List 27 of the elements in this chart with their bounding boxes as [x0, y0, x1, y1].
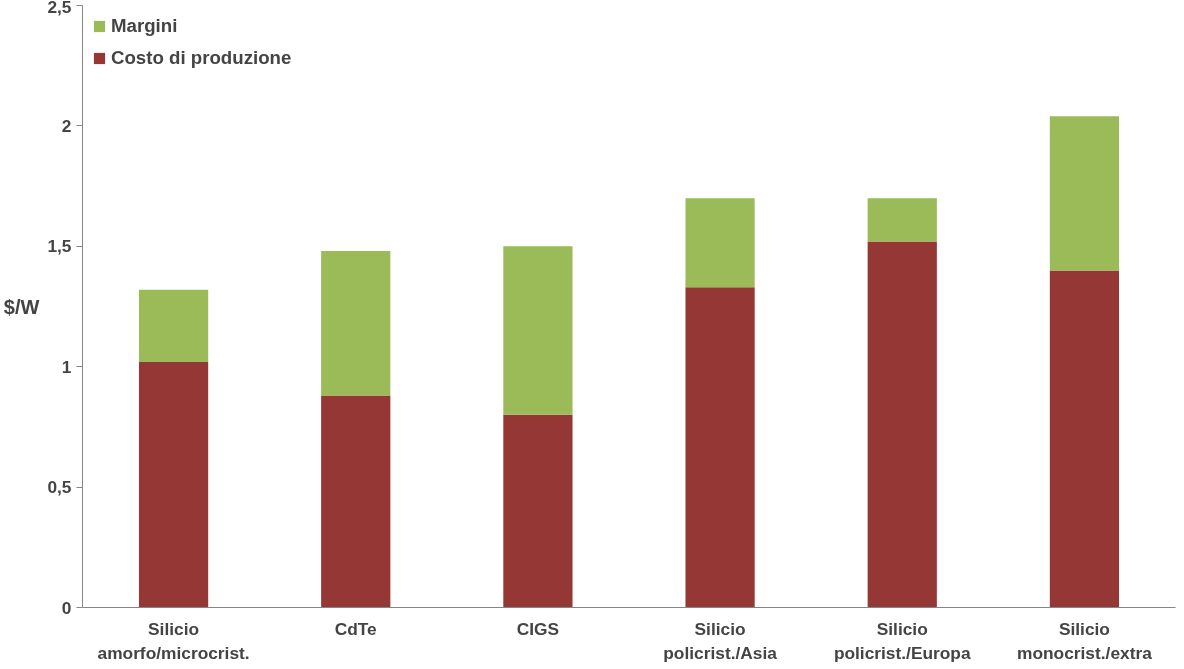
bar [321, 395, 391, 608]
y-axis-title: $/W [3, 295, 40, 318]
legend-label: Costo di produzione [111, 47, 292, 69]
bar [503, 246, 573, 415]
x-tick-label: Silicio policrist./Asia [663, 618, 778, 663]
bar [138, 289, 209, 362]
x-tick-label: Silicio monocrist./extra [1017, 618, 1153, 663]
x-tick-label: CdTe [334, 618, 378, 639]
bar [503, 414, 573, 608]
bar [685, 287, 755, 608]
x-tick-label: CIGS [516, 618, 560, 639]
y-tick-label: 0,5 [47, 477, 72, 498]
x-tick-label: Silicio policrist./Europa [833, 618, 971, 663]
bar [1049, 116, 1120, 271]
y-tick-label: 1 [61, 356, 72, 377]
x-tick-label: Silicio amorfo/microcrist. [97, 618, 250, 663]
y-tick-label: 1,5 [47, 236, 72, 257]
legend-label: Margini [111, 15, 178, 37]
bar [867, 198, 937, 242]
bar [321, 251, 391, 396]
y-tick-label: 2,5 [47, 0, 72, 17]
bar [138, 361, 209, 608]
bar [867, 241, 937, 608]
y-tick-label: 0 [61, 597, 72, 618]
bar [1049, 270, 1120, 608]
bar [685, 198, 755, 288]
y-tick-label: 2 [61, 115, 72, 136]
